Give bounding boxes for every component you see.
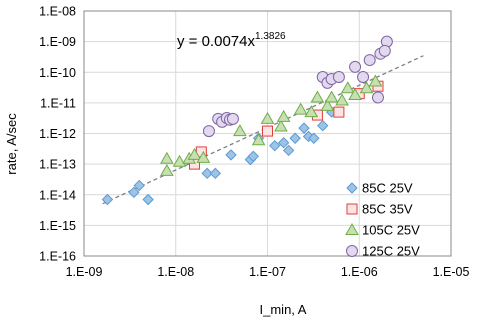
legend-label: 85C 25V — [362, 181, 413, 196]
data-point — [289, 132, 301, 144]
data-point — [225, 149, 237, 161]
data-point — [317, 119, 329, 132]
data-point — [159, 163, 174, 176]
data-point — [274, 119, 288, 132]
data-point — [340, 81, 355, 94]
x-tick-label: 1.E-05 — [433, 265, 470, 279]
series-diamond — [101, 106, 338, 206]
data-point — [348, 88, 362, 101]
y-axis-tick-labels: 1.E-08 1.E-09 1.E-10 1.E-11 1.E-12 1.E-13 1.E-… — [39, 5, 76, 264]
legend-label: 85C 35V — [362, 202, 413, 217]
data-point — [128, 186, 140, 199]
x-axis-title: I_min, A — [260, 302, 307, 317]
legend: 85C 25V 85C 35V 105C 25V 125C 25V — [345, 181, 420, 259]
y-tick-label: 1.E-14 — [39, 188, 76, 202]
trendline-equation-base: y = 0.0074x — [177, 33, 255, 50]
data-points — [101, 35, 393, 206]
y-tick-label: 1.E-08 — [39, 5, 76, 19]
data-point — [260, 111, 275, 124]
data-point — [304, 105, 319, 118]
data-point — [320, 98, 335, 111]
legend-marker — [346, 203, 358, 215]
data-point — [233, 124, 247, 137]
y-tick-label: 1.E-15 — [39, 219, 76, 233]
data-point — [269, 139, 281, 152]
legend-marker — [346, 182, 358, 194]
series-triangle — [159, 74, 383, 176]
series-circle — [202, 35, 393, 138]
trendline-equation-exponent: 1.3826 — [255, 31, 286, 42]
legend-marker — [345, 222, 359, 235]
data-point — [142, 193, 154, 206]
data-point — [349, 60, 362, 73]
data-point — [226, 112, 239, 125]
data-point — [101, 193, 114, 206]
data-point — [357, 70, 370, 83]
data-point — [371, 91, 384, 104]
data-point — [277, 137, 290, 149]
data-point — [363, 54, 376, 67]
y-axis-title: rate, A/sec — [4, 113, 19, 175]
legend-label: 125C 25V — [362, 244, 420, 259]
y-tick-label: 1.E-16 — [39, 250, 76, 264]
data-point — [201, 167, 213, 180]
legend-label: 105C 25V — [362, 223, 420, 238]
data-point — [133, 179, 145, 192]
y-tick-label: 1.E-09 — [39, 35, 76, 49]
y-tick-label: 1.E-11 — [40, 96, 76, 110]
data-point — [247, 150, 259, 163]
data-point — [251, 133, 266, 146]
data-point — [310, 90, 325, 103]
data-point — [378, 44, 391, 57]
data-point — [276, 109, 291, 122]
y-tick-label: 1.E-13 — [39, 158, 76, 172]
y-tick-label: 1.E-10 — [39, 66, 76, 80]
data-point — [359, 81, 374, 94]
plot-area — [83, 10, 452, 257]
data-point — [293, 102, 308, 115]
x-tick-label: 1.E-07 — [249, 265, 286, 279]
data-point — [332, 70, 345, 83]
data-point — [262, 125, 273, 137]
x-tick-label: 1.E-09 — [66, 265, 103, 279]
data-point — [335, 93, 349, 106]
data-point — [159, 151, 174, 164]
x-tick-label: 1.E-08 — [157, 265, 194, 279]
data-point — [308, 132, 320, 144]
data-point — [324, 90, 339, 103]
data-point — [333, 106, 345, 118]
data-point — [282, 144, 295, 157]
legend-marker — [346, 245, 358, 257]
data-point — [202, 125, 215, 138]
x-axis-tick-labels: 1.E-09 1.E-08 1.E-07 1.E-06 1.E-05 — [66, 265, 470, 279]
data-point — [209, 167, 222, 180]
y-tick-label: 1.E-12 — [39, 127, 76, 141]
data-point — [368, 74, 383, 87]
x-tick-label: 1.E-06 — [341, 265, 378, 279]
data-point — [196, 150, 211, 163]
data-point — [187, 147, 202, 160]
data-point — [298, 122, 310, 134]
trendline-equation: y = 0.0074x1.3826 — [177, 31, 286, 50]
